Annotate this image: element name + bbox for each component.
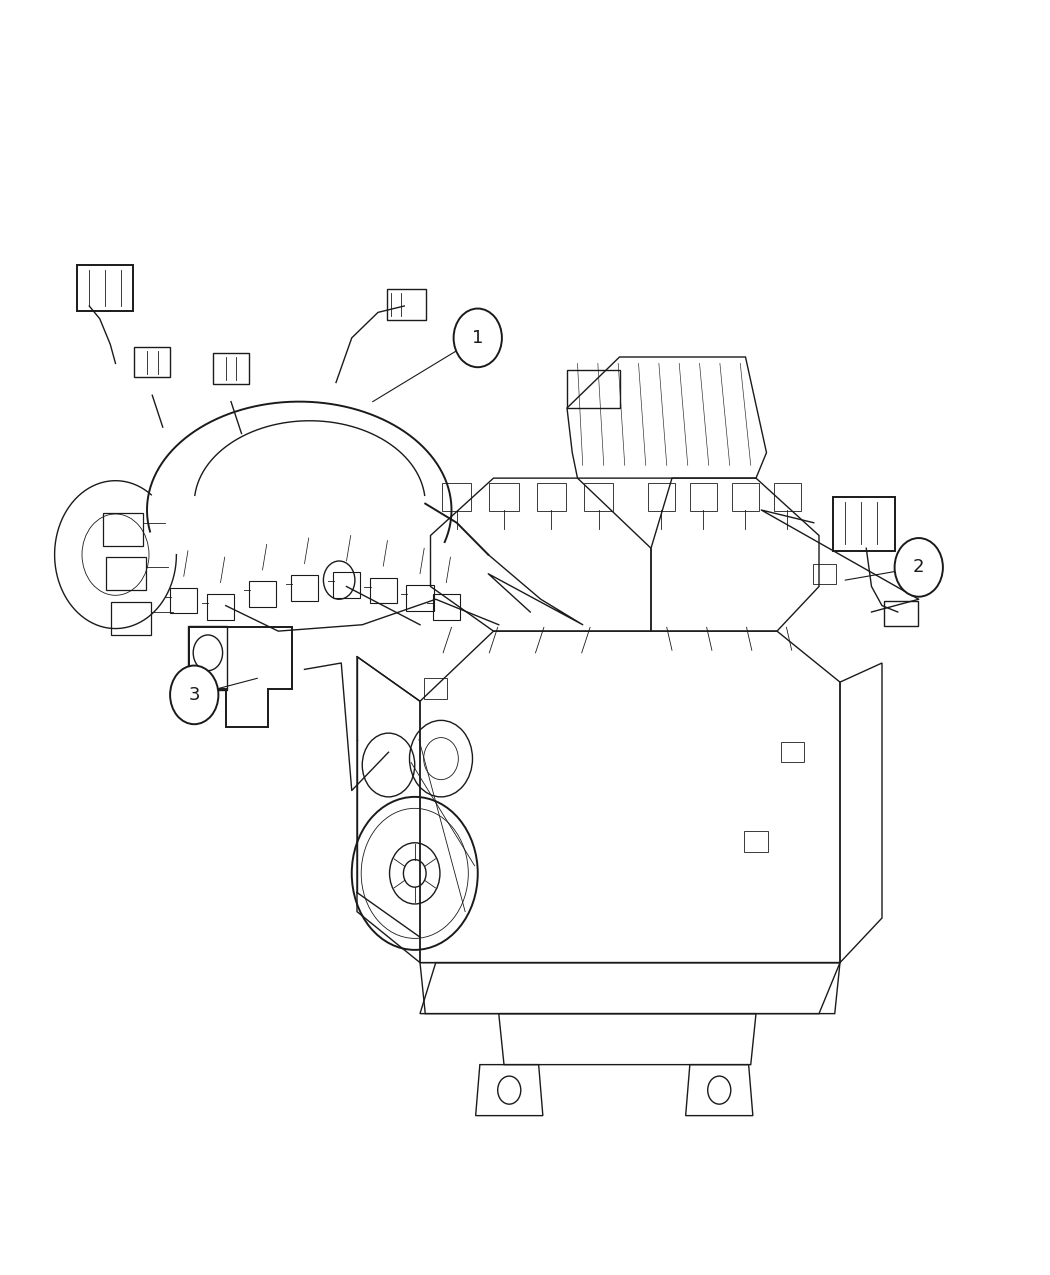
Circle shape xyxy=(454,309,502,367)
Text: 2: 2 xyxy=(914,558,924,576)
Text: 1: 1 xyxy=(472,329,483,347)
Text: 3: 3 xyxy=(189,686,200,704)
Circle shape xyxy=(895,538,943,597)
Circle shape xyxy=(170,666,218,724)
